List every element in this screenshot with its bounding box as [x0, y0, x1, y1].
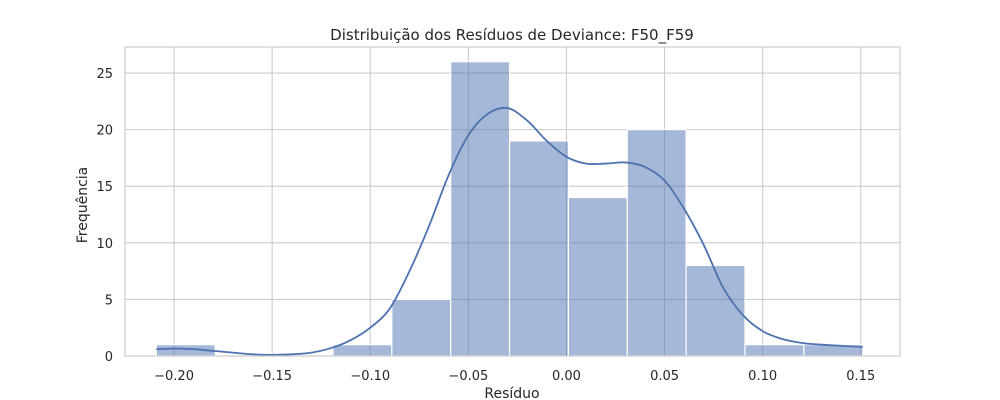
plot-frame [124, 46, 901, 357]
x-tick-label: −0.05 [448, 369, 488, 384]
y-tick-label: 5 [105, 293, 113, 308]
x-axis-label: Resíduo [484, 386, 539, 400]
histogram-bars [155, 61, 864, 357]
x-tick-label: 0.15 [846, 369, 875, 384]
y-tick-label: 0 [105, 350, 113, 365]
histogram-bar [567, 196, 628, 357]
x-tick-label: 0.05 [650, 369, 679, 384]
y-tick-label: 15 [96, 180, 113, 195]
histogram-bar [332, 344, 393, 357]
histogram-bar [391, 298, 452, 357]
y-axis-label: Frequência [75, 167, 91, 244]
y-tick-label: 10 [96, 237, 113, 252]
x-axis-ticks: −0.20 −0.15 −0.10 −0.05 0.00 0.05 0.10 0.15 [154, 369, 875, 384]
histogram-bar [626, 129, 687, 357]
y-tick-label: 25 [96, 67, 113, 82]
x-tick-label: 0.10 [748, 369, 777, 384]
x-tick-label: −0.20 [154, 369, 194, 384]
x-tick-label: −0.10 [350, 369, 390, 384]
histogram-bar [744, 344, 805, 357]
x-tick-label: 0.00 [552, 369, 581, 384]
histogram-bar [450, 61, 511, 357]
x-tick-label: −0.15 [252, 369, 292, 384]
kde-curve [156, 106, 863, 356]
histogram-bar [685, 264, 746, 357]
chart-title: Distribuição dos Resíduos de Deviance: F… [330, 26, 694, 45]
histogram-bar [508, 140, 570, 357]
y-axis-ticks: 0 5 10 15 20 25 [96, 67, 113, 365]
y-tick-label: 20 [96, 124, 113, 139]
grid [125, 47, 900, 357]
